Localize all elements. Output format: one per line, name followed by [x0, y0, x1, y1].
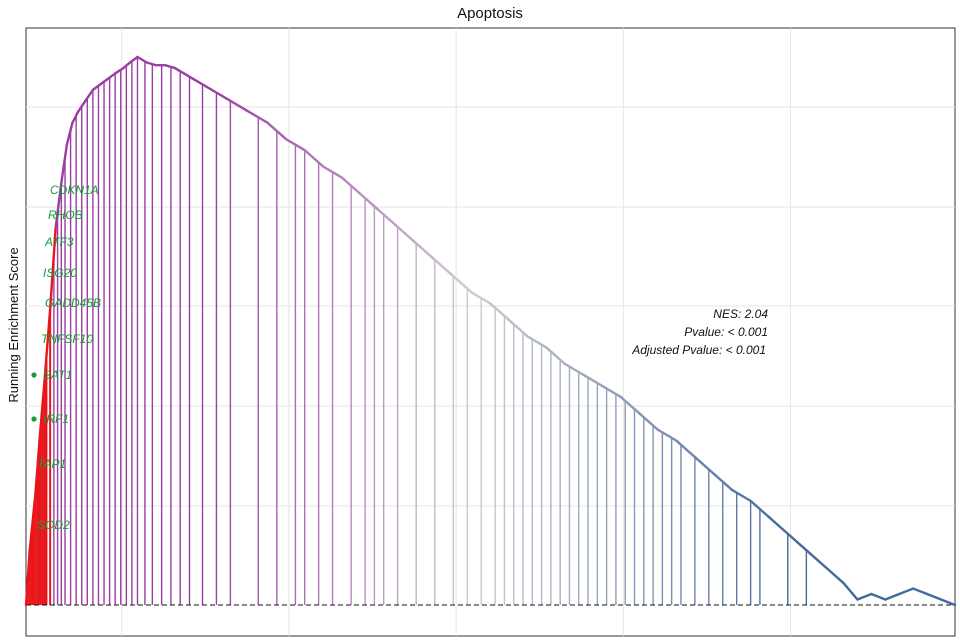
gene-label-rhob: RHOB — [48, 208, 83, 222]
curve-segment — [38, 379, 46, 437]
curve-segment — [284, 137, 306, 152]
pvalue-text: Pvalue: < 0.001 — [684, 325, 768, 339]
curve-segment — [433, 258, 455, 278]
curve-segment — [84, 88, 95, 103]
curve-segment — [76, 99, 87, 114]
running-score-curve — [24, 55, 957, 607]
curve-segment — [925, 592, 943, 601]
curve-segment — [99, 77, 109, 86]
gene-label-sod2: SOD2 — [37, 518, 70, 532]
curve-segment — [823, 565, 845, 585]
curve-segment — [145, 61, 158, 67]
curve-segment — [106, 72, 117, 81]
curve-segment — [322, 165, 344, 179]
curve-segment — [489, 302, 511, 322]
gene-label-sat1: SAT1 — [43, 368, 72, 382]
curve-segment — [842, 581, 859, 601]
curve-segment — [600, 384, 622, 398]
gene-marker-dot — [31, 372, 37, 378]
curve-segment — [730, 488, 752, 503]
curve-segment — [911, 587, 929, 596]
gene-hit-lines — [26, 57, 808, 605]
gene-label-cdkn1a: CDKN1A — [50, 183, 99, 197]
curve-segment — [192, 77, 214, 92]
gene-marker-dot — [31, 416, 37, 422]
curve-segment — [359, 192, 381, 212]
curve-segment — [65, 121, 74, 146]
curve-segment — [340, 176, 362, 196]
gene-label-irf1: IRF1 — [43, 412, 69, 426]
curve-segment — [545, 346, 567, 366]
curve-segment — [182, 72, 195, 81]
chart-title: Apoptosis — [457, 5, 523, 22]
curve-segment — [266, 121, 288, 141]
curve-segment — [675, 439, 697, 459]
curve-segment — [563, 362, 585, 377]
gene-label-tnfsf10: TNFSF10 — [41, 332, 93, 346]
curve-segment — [805, 549, 827, 568]
curve-segment — [113, 66, 125, 75]
curve-segment — [856, 592, 873, 601]
gene-label-tap1: TAP1 — [37, 457, 66, 471]
curve-segment — [619, 395, 641, 415]
stats-annotation: NES: 2.04 Pvalue: < 0.001 Adjusted Pvalu… — [631, 307, 768, 357]
nes-text: NES: 2.04 — [713, 307, 768, 321]
curve-segment — [60, 143, 69, 185]
curve-segment — [24, 549, 31, 607]
curve-segment — [507, 318, 529, 338]
gene-label-gadd45b: GADD45B — [45, 296, 101, 310]
curve-segment — [164, 64, 176, 70]
curve-segment — [377, 209, 399, 229]
curve-segment — [526, 335, 548, 349]
curve-segment — [122, 61, 132, 70]
plot-panel — [25, 27, 956, 637]
curve-segment — [210, 88, 232, 103]
curve-segment — [229, 99, 251, 114]
gene-labels: CDKN1A RHOB ATF3 ISG20 GADD45B TNFSF10 SAT1 IRF… — [31, 183, 101, 532]
curve-segment — [637, 412, 659, 431]
curve-segment — [48, 225, 57, 311]
curve-segment — [452, 275, 474, 294]
curve-segment — [128, 55, 139, 64]
curve-segment — [54, 181, 63, 229]
curve-segment — [693, 455, 715, 475]
curve-segment — [786, 532, 808, 552]
curve-segment — [91, 83, 102, 92]
y-axis-label: Running Enrichment Score — [6, 247, 21, 402]
curve-segment — [768, 516, 789, 535]
curve-segment — [396, 225, 418, 245]
curve-segment — [656, 428, 678, 442]
curve-segment — [136, 55, 148, 64]
curve-segment — [870, 592, 887, 601]
curve-segment — [303, 148, 325, 168]
curve-segment — [582, 373, 604, 387]
curve-segment — [939, 598, 957, 607]
curve-segment — [884, 592, 901, 601]
curve-segment — [34, 433, 42, 497]
curve-segment — [749, 499, 771, 519]
curve-segment — [71, 110, 80, 124]
curve-segment — [414, 242, 436, 261]
gene-label-isg20: ISG20 — [43, 266, 77, 280]
gene-label-atf3: ATF3 — [44, 235, 74, 249]
curve-segment — [43, 307, 52, 382]
curve-segment — [173, 66, 186, 75]
curve-segment — [470, 291, 492, 305]
curve-segment — [712, 472, 734, 492]
curve-segment — [898, 587, 915, 596]
curve-segment — [247, 110, 269, 124]
adjusted-pvalue-text: Adjusted Pvalue: < 0.001 — [631, 343, 766, 357]
curve-segment — [28, 494, 37, 552]
